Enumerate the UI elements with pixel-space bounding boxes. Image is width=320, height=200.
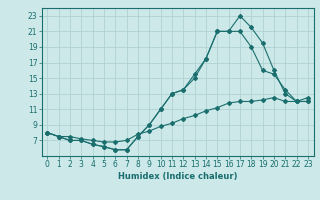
- X-axis label: Humidex (Indice chaleur): Humidex (Indice chaleur): [118, 172, 237, 181]
